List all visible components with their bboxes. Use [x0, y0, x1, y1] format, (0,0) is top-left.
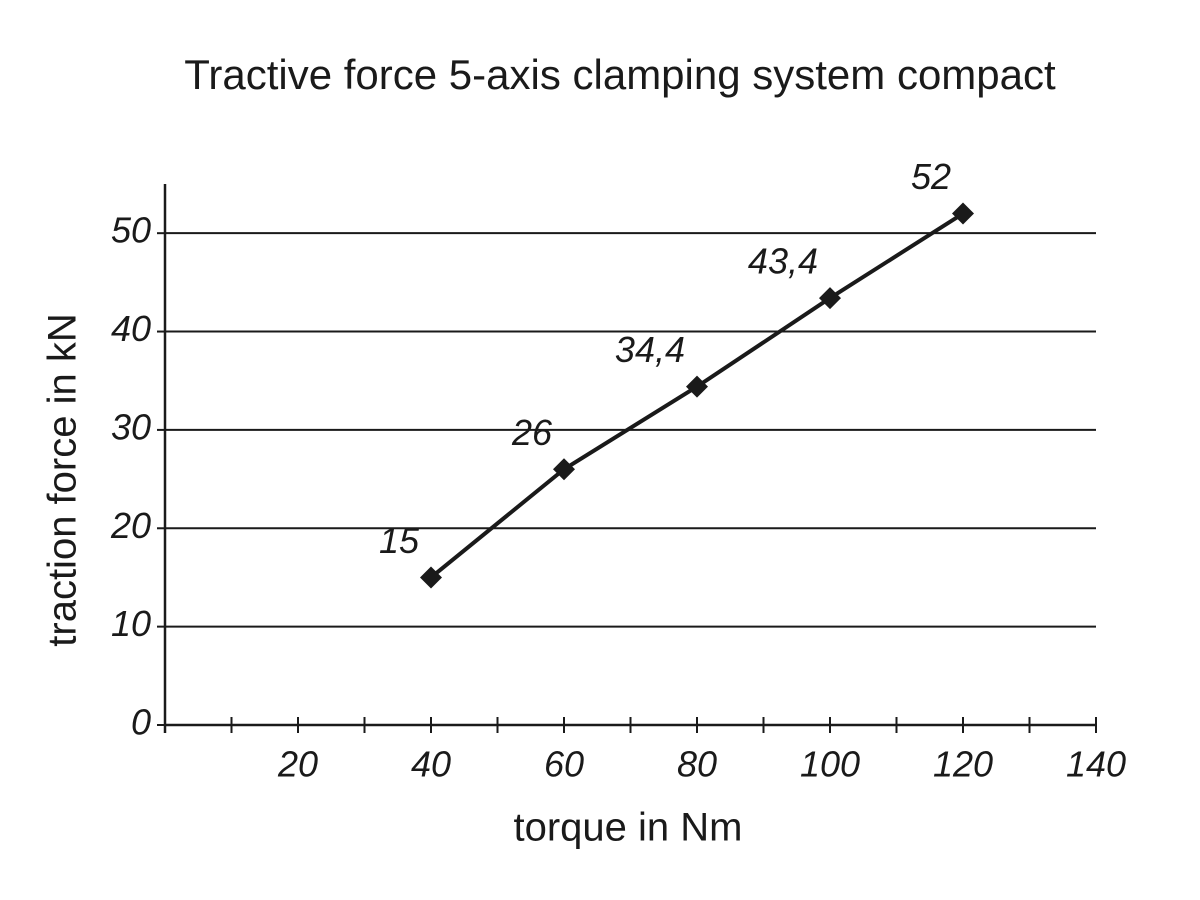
x-tick-label: 40: [411, 744, 451, 785]
data-point: [686, 375, 708, 398]
chart-title: Tractive force 5-axis clamping system co…: [184, 51, 1056, 98]
y-tick-label: 0: [131, 702, 151, 743]
data-label: 43,4: [748, 241, 818, 282]
y-tick-label: 50: [111, 210, 151, 251]
y-tick-label: 40: [111, 308, 151, 349]
y-axis-title: traction force in kN: [41, 313, 85, 646]
x-tick-label: 20: [277, 744, 318, 785]
data-label: 15: [379, 520, 420, 561]
data-label: 52: [911, 156, 951, 197]
y-tick-label: 30: [111, 406, 151, 447]
data-label: 34,4: [615, 329, 685, 370]
y-tick-label: 20: [110, 505, 151, 546]
data-point: [553, 458, 575, 481]
x-tick-label: 120: [933, 744, 993, 785]
data-point: [420, 566, 442, 589]
data-label: 26: [511, 412, 553, 453]
data-point: [952, 202, 974, 225]
y-tick-label: 10: [111, 603, 151, 644]
x-axis-title: torque in Nm: [514, 806, 743, 850]
x-tick-label: 100: [800, 744, 860, 785]
x-tick-label: 140: [1066, 744, 1126, 785]
data-point: [819, 287, 841, 310]
x-tick-label: 80: [677, 744, 717, 785]
x-tick-label: 60: [544, 744, 584, 785]
